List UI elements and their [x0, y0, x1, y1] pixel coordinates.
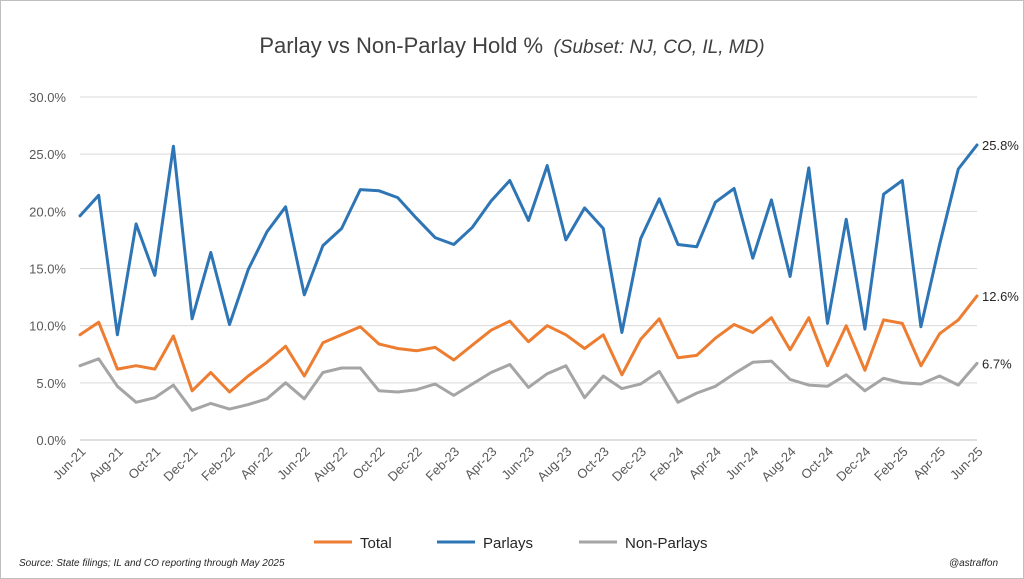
source-note: Source: State filings; IL and CO reporti… [19, 558, 285, 569]
series-line-parlays [78, 143, 979, 337]
x-tick-label: Aug-21 [86, 444, 126, 484]
x-tick-label: Feb-23 [423, 444, 463, 484]
x-tick-label: Dec-21 [160, 444, 200, 484]
y-axis: 0.0% 5.0% 10.0% 15.0% 20.0% 25.0% 30.0% [29, 90, 66, 448]
x-tick-label: Apr-25 [910, 444, 948, 482]
y-tick-label: 0.0% [36, 433, 66, 448]
series-line-non-parlays [78, 357, 979, 412]
end-labels: 12.6% 25.8% 6.7% [982, 138, 1019, 371]
x-tick-label: Feb-25 [871, 444, 911, 484]
legend: Total Parlays Non-Parlays [314, 535, 708, 552]
legend-label-total: Total [360, 535, 392, 552]
x-tick-label: Oct-22 [349, 444, 387, 482]
end-label-parlays: 25.8% [982, 138, 1019, 153]
title-main: Parlay vs Non-Parlay Hold % [259, 33, 543, 58]
x-tick-label: Feb-24 [647, 444, 687, 484]
title-subtitle: (Subset: NJ, CO, IL, MD) [553, 37, 764, 58]
legend-label-parlays: Parlays [483, 535, 533, 552]
x-tick-label: Oct-23 [574, 444, 612, 482]
x-tick-label: Apr-22 [237, 444, 275, 482]
y-tick-label: 30.0% [29, 90, 66, 105]
x-tick-label: Dec-23 [609, 444, 649, 484]
x-tick-label: Oct-24 [798, 444, 836, 482]
x-tick-label: Dec-24 [833, 444, 873, 484]
legend-label-non-parlays: Non-Parlays [625, 535, 708, 552]
y-tick-label: 10.0% [29, 319, 66, 334]
x-tick-label: Jun-25 [947, 444, 986, 483]
y-tick-label: 15.0% [29, 262, 66, 277]
x-tick-label: Jun-21 [50, 444, 89, 483]
series-line-total [78, 294, 979, 394]
chart-title: Parlay vs Non-Parlay Hold % (Subset: NJ,… [259, 33, 764, 58]
y-tick-label: 5.0% [36, 376, 66, 391]
x-tick-label: Aug-24 [758, 444, 798, 484]
x-tick-label: Dec-22 [385, 444, 425, 484]
x-tick-label: Jun-22 [274, 444, 313, 483]
series-lines [78, 143, 979, 412]
x-tick-label: Jun-23 [498, 444, 537, 483]
credit-label: @astraffon [949, 558, 999, 569]
y-tick-label: 25.0% [29, 147, 66, 162]
x-tick-label: Apr-23 [461, 444, 499, 482]
end-label-non-parlays: 6.7% [982, 356, 1012, 371]
y-tick-label: 20.0% [29, 204, 66, 219]
x-tick-label: Feb-22 [198, 444, 238, 484]
x-tick-label: Oct-21 [125, 444, 163, 482]
x-tick-label: Apr-24 [686, 444, 724, 482]
x-tick-label: Jun-24 [723, 444, 762, 483]
end-label-total: 12.6% [982, 289, 1019, 304]
x-tick-label: Aug-22 [310, 444, 350, 484]
x-tick-label: Aug-23 [534, 444, 574, 484]
